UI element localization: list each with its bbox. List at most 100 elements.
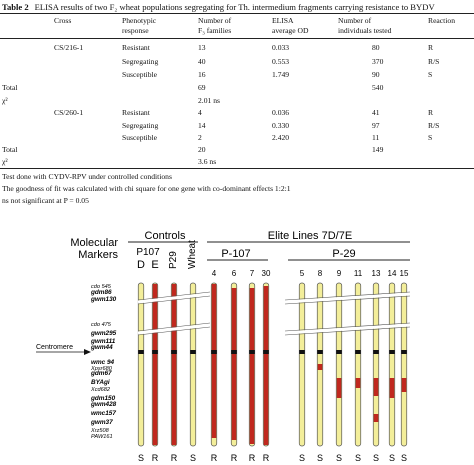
p29-line-8-centromere	[317, 350, 323, 354]
chromosome-figure: Molecular Markers Controls Elite Lines 7…	[0, 228, 474, 465]
table-note-1: Test done with CYDV-RPV under controlled…	[2, 172, 172, 181]
response-1-2: Segregating	[122, 57, 159, 66]
marker-label-8: Xpsr680	[90, 366, 113, 372]
rule-top	[0, 13, 474, 14]
header-cross: Cross	[54, 16, 72, 25]
p29-line-15-label: 15	[400, 269, 409, 278]
control-1-alien-segment-0	[152, 284, 158, 445]
header-elisa-1: ELISA	[272, 16, 294, 25]
markers-title-line-1: Molecular	[70, 237, 118, 249]
break-mask-1-1	[284, 323, 411, 335]
marker-label-2: gwm130	[90, 296, 117, 303]
table-label: Table 2	[2, 2, 29, 12]
control-e-label: E	[151, 259, 158, 271]
p29-line-5-reaction: S	[299, 453, 305, 463]
response-2-1: Resistant	[122, 108, 150, 117]
table-note-3: ns not significant at P = 0.05	[2, 196, 89, 205]
elite-lines-label: Elite Lines 7D/7E	[268, 230, 352, 242]
families-2-3: 2	[198, 133, 202, 142]
p107-line-7-alien-segment-0	[249, 288, 255, 444]
p29-line-9-label: 9	[337, 269, 342, 278]
p107-control-label: P107	[136, 247, 160, 258]
break-line-a-0-0	[137, 291, 211, 301]
total-individuals-1: 540	[372, 83, 384, 92]
control-0-reaction: S	[138, 453, 144, 463]
p107-line-7-centromere	[249, 350, 255, 354]
p107-line-4-centromere	[211, 350, 217, 354]
control-3-centromere	[190, 350, 196, 354]
centromere-label: Centromere	[36, 344, 73, 351]
header-phenotypic-2: response	[122, 26, 149, 35]
p29-line-5-centromere	[299, 350, 305, 354]
break-line-a-0-1	[137, 322, 211, 332]
families-2-1: 4	[198, 108, 202, 117]
control-2-centromere	[171, 350, 177, 354]
p29-line-9-centromere	[336, 350, 342, 354]
marker-label-10: BYAgi	[91, 379, 110, 386]
header-families-1: Number of	[198, 16, 232, 25]
table-title: ELISA results of two F₂ wheat population…	[34, 2, 435, 12]
p107-line-4-label: 4	[212, 269, 217, 278]
break-line-b-1-1	[284, 326, 411, 336]
p29-control-label: P29	[168, 251, 179, 269]
p107-line-4-reaction: R	[211, 453, 218, 463]
break-mask-0-1	[137, 323, 211, 335]
p29-line-15-chromosome	[400, 282, 408, 447]
p29-line-14-label: 14	[388, 269, 397, 278]
reaction-1-3: S	[428, 70, 433, 79]
response-2-3: Susceptible	[122, 133, 158, 142]
marker-label-4: gwm295	[90, 330, 117, 337]
cross-2: CS/260-1	[54, 108, 84, 117]
markers-title-line-2: Markers	[78, 249, 118, 261]
marker-label-16: Xrz508	[90, 428, 110, 434]
chi-label-2: χ²	[2, 157, 8, 166]
p29-line-9-alien-segment-0	[336, 378, 342, 398]
marker-label-11: Xcd682	[90, 387, 111, 393]
break-line-a-1-0	[284, 291, 411, 301]
families-1-3: 16	[198, 70, 206, 79]
individuals-2-1: 41	[372, 108, 380, 117]
p107-line-7-reaction: R	[249, 453, 256, 463]
response-1-3: Susceptible	[122, 70, 158, 79]
marker-label-14: wmc157	[91, 410, 116, 417]
p107-line-4-alien-segment-0	[211, 284, 217, 438]
total-label-1: Total	[2, 83, 18, 92]
chi-value-2: 3.6 ns	[198, 157, 217, 166]
reaction-1-1: R	[428, 43, 434, 52]
p107-line-6-centromere	[231, 350, 237, 354]
p29-line-13-reaction: S	[373, 453, 379, 463]
p29-line-9-reaction: S	[336, 453, 342, 463]
control-1-centromere	[152, 350, 158, 354]
header-individuals-1: Number of	[338, 16, 372, 25]
break-line-a-1-1	[284, 322, 411, 332]
marker-label-9: gdm67	[90, 370, 112, 377]
break-mask-0-0	[137, 292, 211, 304]
header-families-2: F₃ families	[198, 26, 232, 35]
od-2-1: 0.036	[272, 108, 290, 117]
break-line-b-1-0	[284, 295, 411, 305]
control-2-alien-segment-0	[171, 284, 177, 445]
p29-line-13-centromere	[373, 350, 379, 354]
p29-line-11-label: 11	[354, 269, 363, 278]
header-elisa-2: average OD	[272, 26, 309, 35]
marker-label-15: gwm37	[90, 419, 113, 426]
marker-label-17: PAW161	[91, 434, 113, 440]
p107-line-6-reaction: R	[231, 453, 238, 463]
families-2-2: 14	[198, 121, 206, 130]
p29-line-14-reaction: S	[389, 453, 395, 463]
break-mask-1-0	[284, 292, 411, 304]
control-2-reaction: R	[171, 453, 178, 463]
marker-label-7: wmc 94	[91, 359, 115, 366]
od-1-1: 0.033	[272, 43, 290, 52]
marker-label-5: gwm111	[90, 338, 116, 345]
chromosome-diagram: Molecular Markers Controls Elite Lines 7…	[36, 230, 411, 463]
response-2-2: Segregating	[122, 121, 159, 130]
p107-group-label: P-107	[221, 248, 250, 260]
p107-line-30-reaction: R	[263, 453, 270, 463]
marker-label-1: gdm86	[90, 289, 112, 296]
p29-line-11-chromosome	[354, 282, 362, 447]
p107-line-30-alien-segment-0	[263, 286, 269, 445]
p29-line-14-centromere	[389, 350, 395, 354]
p29-line-13-label: 13	[372, 269, 381, 278]
